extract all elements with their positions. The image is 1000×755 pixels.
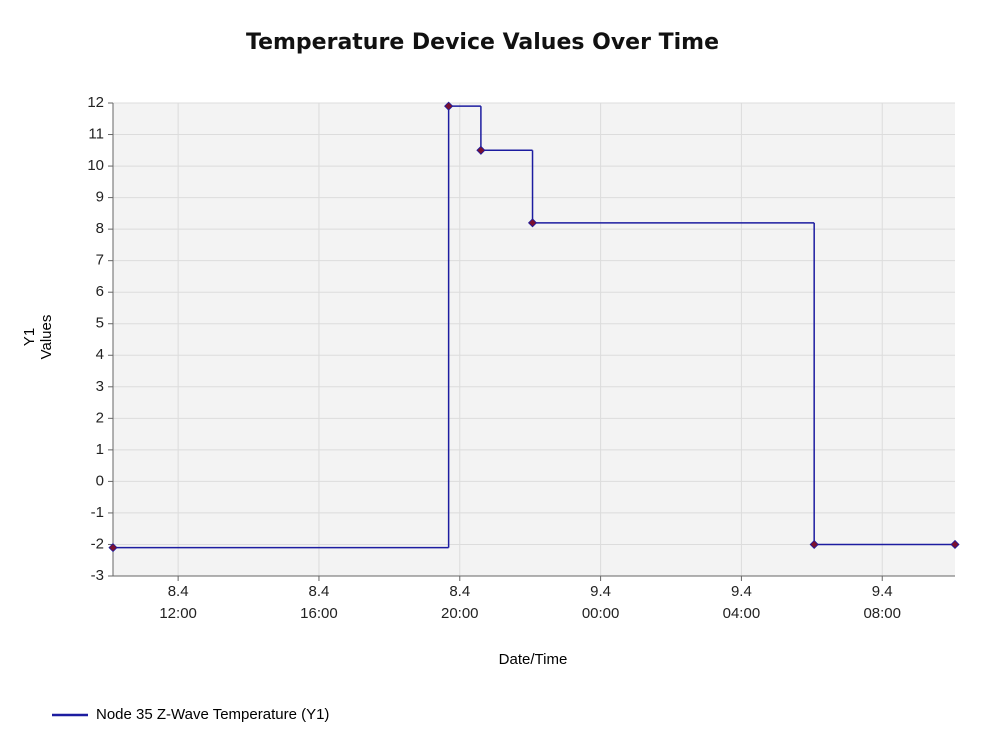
- x-tick-label: 8.4 12:00: [159, 583, 197, 622]
- y-tick-label: 11: [88, 126, 104, 143]
- y-tick-label: 10: [87, 157, 104, 174]
- y-tick-label: 5: [96, 315, 104, 332]
- data-point: [476, 145, 486, 155]
- y-tick-label: 4: [96, 346, 104, 363]
- data-point: [527, 218, 538, 228]
- y-tick-label: -1: [91, 504, 104, 521]
- x-tick-label: 9.4 00:00: [581, 583, 620, 622]
- data-point: [950, 539, 960, 550]
- y-tick-label: -3: [91, 567, 104, 584]
- y-tick-label: 1: [96, 441, 104, 458]
- y-tick-label: 2: [96, 409, 104, 426]
- x-tick-label: 9.4 04:00: [722, 583, 761, 622]
- data-point: [444, 101, 454, 111]
- data-point: [809, 539, 819, 550]
- x-tick-label: 9.4 08:00: [863, 583, 901, 622]
- y-tick-label: 9: [96, 189, 104, 206]
- legend-label: Node 35 Z-Wave Temperature (Y1): [96, 706, 330, 723]
- y-tick-label: 8: [96, 220, 104, 237]
- y-tick-label: 12: [87, 94, 104, 111]
- y-tick-label: 0: [96, 472, 104, 489]
- y-tick-label: -2: [91, 535, 104, 552]
- data-point: [108, 543, 118, 553]
- plot-area: [113, 103, 955, 576]
- y-tick-label: 3: [96, 378, 104, 395]
- x-tick-label: 8.4 16:00: [300, 583, 338, 622]
- y-tick-label: 6: [96, 283, 104, 300]
- chart-title: Temperature Device Values Over Time: [246, 30, 719, 55]
- x-tick-label: 8.4 20:00: [440, 583, 479, 622]
- y-tick-label: 7: [96, 252, 104, 269]
- x-axis-label: Date/Time: [498, 651, 568, 668]
- y-axis-label: Y1 Values: [21, 314, 55, 360]
